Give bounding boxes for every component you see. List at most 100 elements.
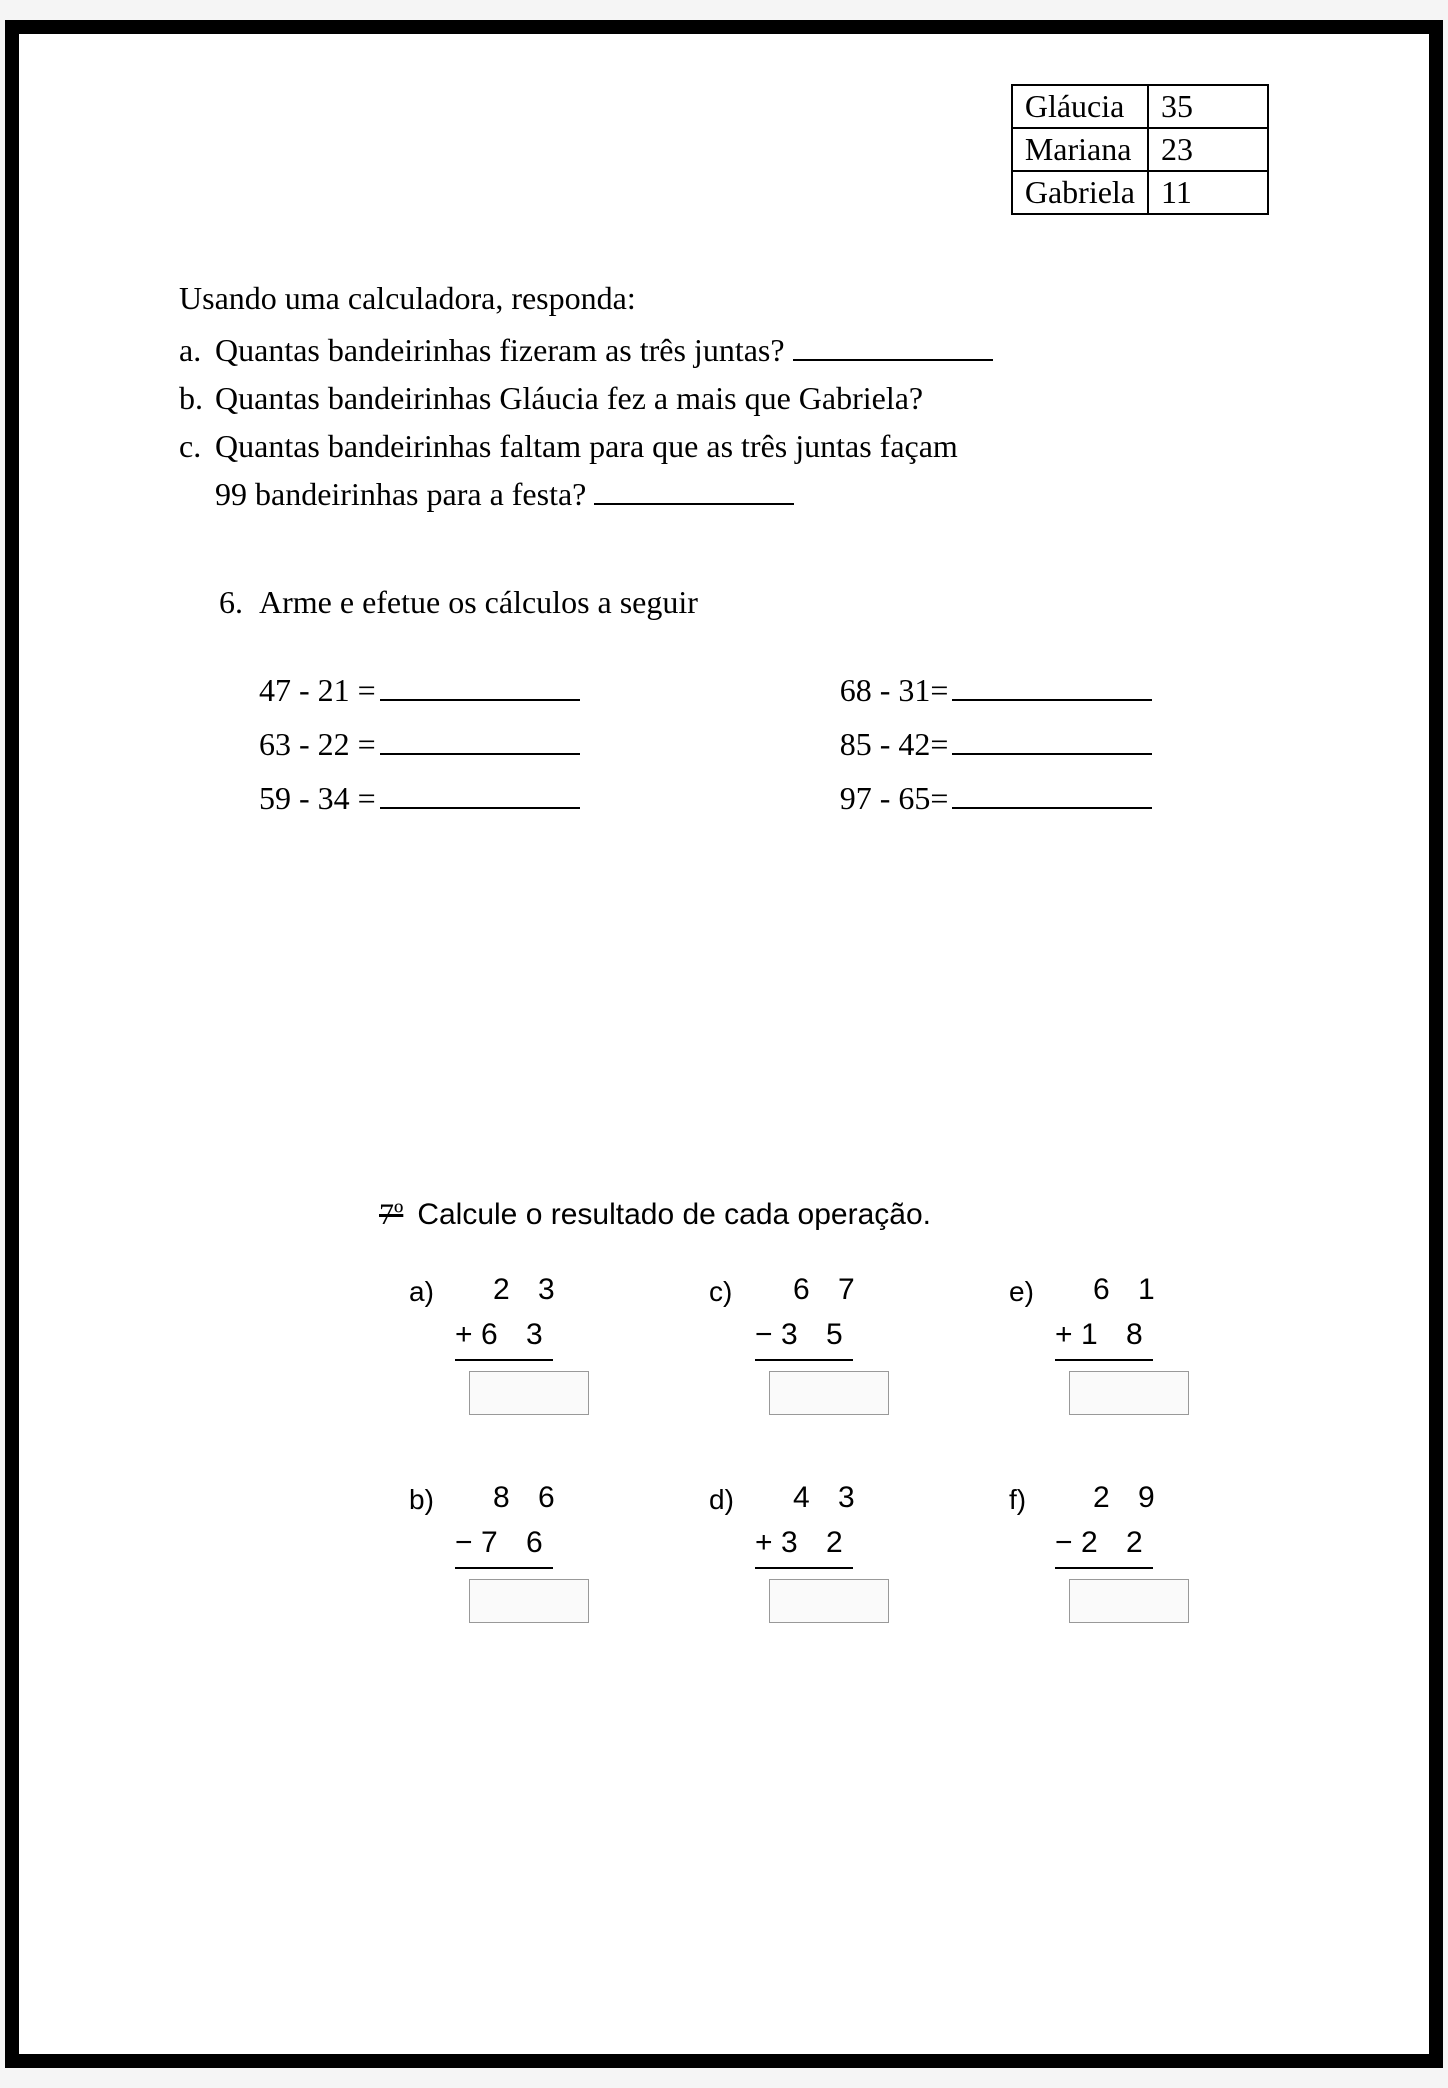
op-bottom-row: − 7 6 xyxy=(455,1520,553,1569)
op-label: d) xyxy=(709,1475,737,1521)
answer-box[interactable] xyxy=(769,1371,889,1415)
section6-heading: 6. Arme e efetue os cálculos a seguir xyxy=(219,578,1289,626)
calc-line: 59 - 34 = xyxy=(259,774,580,822)
question-c-line2: 99 bandeirinhas para a festa? xyxy=(215,476,586,512)
op-stack: 6 1 + 1 8 xyxy=(1055,1267,1189,1415)
op-sign: + xyxy=(755,1520,781,1565)
op-stack: 6 7 − 3 5 xyxy=(755,1267,889,1415)
op-bottom: 7 6 xyxy=(481,1520,553,1565)
calc-line: 47 - 21 = xyxy=(259,666,580,714)
op-label: e) xyxy=(1009,1267,1037,1313)
calc-line: 63 - 22 = xyxy=(259,720,580,768)
cell-name: Gabriela xyxy=(1012,171,1148,214)
op-bottom-row: + 6 3 xyxy=(455,1312,553,1361)
op-top: 4 3 xyxy=(755,1475,865,1520)
table-row: Gláucia 35 xyxy=(1012,85,1268,128)
calc-column-right: 68 - 31= 85 - 42= 97 - 65= xyxy=(840,666,1153,822)
calc-expr: 97 - 65= xyxy=(840,780,949,816)
table-row: Mariana 23 xyxy=(1012,128,1268,171)
operation-f: f) 2 9 − 2 2 xyxy=(1009,1475,1289,1623)
op-sign: − xyxy=(1055,1520,1081,1565)
answer-blank[interactable] xyxy=(380,672,580,701)
question-c: c. Quantas bandeirinhas faltam para que … xyxy=(179,422,1289,470)
op-bottom: 3 5 xyxy=(781,1312,853,1357)
answer-blank[interactable] xyxy=(952,780,1152,809)
question-letter: b. xyxy=(179,374,215,422)
operation-a: a) 2 3 + 6 3 xyxy=(409,1267,689,1415)
question-a-text: Quantas bandeirinhas fizeram as três jun… xyxy=(215,332,785,368)
op-top: 2 9 xyxy=(1055,1475,1165,1520)
question-b-text: Quantas bandeirinhas Gláucia fez a mais … xyxy=(215,374,1289,422)
table-row: Gabriela 11 xyxy=(1012,171,1268,214)
calc-column-left: 47 - 21 = 63 - 22 = 59 - 34 = xyxy=(259,666,580,822)
cell-name: Mariana xyxy=(1012,128,1148,171)
op-stack: 2 3 + 6 3 xyxy=(455,1267,589,1415)
worksheet-page: Gláucia 35 Mariana 23 Gabriela 11 Usando… xyxy=(5,20,1443,2068)
answer-blank[interactable] xyxy=(793,329,993,361)
cell-value: 35 xyxy=(1148,85,1268,128)
section6-number: 6. xyxy=(219,578,259,626)
answer-blank[interactable] xyxy=(594,473,794,505)
question-c-line2-wrap: 99 bandeirinhas para a festa? xyxy=(215,470,1289,518)
answer-box[interactable] xyxy=(769,1579,889,1623)
operation-b: b) 8 6 − 7 6 xyxy=(409,1475,689,1623)
op-label: a) xyxy=(409,1267,437,1313)
operation-d: d) 4 3 + 3 2 xyxy=(709,1475,989,1623)
question-c-line1: Quantas bandeirinhas faltam para que as … xyxy=(215,428,958,464)
op-sign: − xyxy=(455,1520,481,1565)
section-6: 6. Arme e efetue os cálculos a seguir 47… xyxy=(219,578,1289,822)
answer-blank[interactable] xyxy=(380,726,580,755)
op-bottom-row: + 3 2 xyxy=(755,1520,853,1569)
op-sign: + xyxy=(455,1312,481,1357)
op-stack: 8 6 − 7 6 xyxy=(455,1475,589,1623)
intro-text: Usando uma calculadora, responda: xyxy=(179,274,1289,322)
op-top: 8 6 xyxy=(455,1475,565,1520)
section7-heading: 7º Calcule o resultado de cada operação. xyxy=(379,1192,1289,1237)
answer-blank[interactable] xyxy=(952,726,1152,755)
calc-expr: 59 - 34 = xyxy=(259,780,376,816)
calc-expr: 47 - 21 = xyxy=(259,672,376,708)
cell-value: 11 xyxy=(1148,171,1268,214)
answer-box[interactable] xyxy=(469,1579,589,1623)
section6-title-text: Arme e efetue os cálculos a seguir xyxy=(259,578,698,626)
cell-name: Gláucia xyxy=(1012,85,1148,128)
section-7: 7º Calcule o resultado de cada operação.… xyxy=(379,1192,1289,1623)
op-stack: 4 3 + 3 2 xyxy=(755,1475,889,1623)
operation-e: e) 6 1 + 1 8 xyxy=(1009,1267,1289,1415)
answer-blank[interactable] xyxy=(952,672,1152,701)
op-bottom: 6 3 xyxy=(481,1312,553,1357)
operation-c: c) 6 7 − 3 5 xyxy=(709,1267,989,1415)
op-label: c) xyxy=(709,1267,737,1313)
answer-box[interactable] xyxy=(1069,1579,1189,1623)
calc-line: 97 - 65= xyxy=(840,774,1153,822)
op-bottom-row: − 2 2 xyxy=(1055,1520,1153,1569)
op-bottom-row: − 3 5 xyxy=(755,1312,853,1361)
cell-value: 23 xyxy=(1148,128,1268,171)
answer-box[interactable] xyxy=(469,1371,589,1415)
question-letter: a. xyxy=(179,326,215,374)
calc-expr: 85 - 42= xyxy=(840,726,949,762)
question-text: Quantas bandeirinhas faltam para que as … xyxy=(215,422,1289,470)
op-top: 6 7 xyxy=(755,1267,865,1312)
answer-blank[interactable] xyxy=(380,780,580,809)
section7-title-text: Calcule o resultado de cada operação. xyxy=(417,1192,931,1237)
names-table: Gláucia 35 Mariana 23 Gabriela 11 xyxy=(1011,84,1269,215)
section7-number: 7º xyxy=(379,1192,403,1237)
question-b: b. Quantas bandeirinhas Gláucia fez a ma… xyxy=(179,374,1289,422)
calc-line: 68 - 31= xyxy=(840,666,1153,714)
calc-expr: 63 - 22 = xyxy=(259,726,376,762)
calc-line: 85 - 42= xyxy=(840,720,1153,768)
op-label: b) xyxy=(409,1475,437,1521)
question-a: a. Quantas bandeirinhas fizeram as três … xyxy=(179,326,1289,374)
calc-expr: 68 - 31= xyxy=(840,672,949,708)
op-top: 6 1 xyxy=(1055,1267,1165,1312)
content-area: Usando uma calculadora, responda: a. Qua… xyxy=(179,274,1289,1623)
op-sign: − xyxy=(755,1312,781,1357)
op-label: f) xyxy=(1009,1475,1037,1521)
op-bottom: 3 2 xyxy=(781,1520,853,1565)
operations-grid: a) 2 3 + 6 3 c) 6 7 xyxy=(409,1267,1289,1623)
question-text: Quantas bandeirinhas fizeram as três jun… xyxy=(215,326,1289,374)
op-top: 2 3 xyxy=(455,1267,565,1312)
op-bottom: 1 8 xyxy=(1081,1312,1153,1357)
answer-box[interactable] xyxy=(1069,1371,1189,1415)
